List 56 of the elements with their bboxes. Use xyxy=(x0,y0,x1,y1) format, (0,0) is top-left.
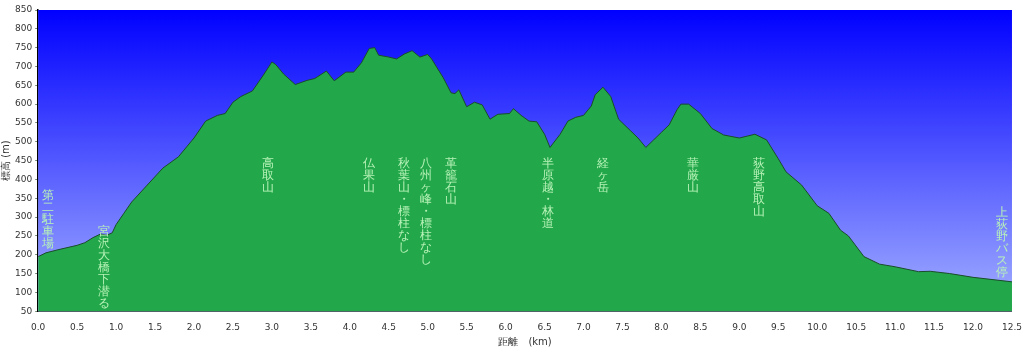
annotation: 華厳山 xyxy=(686,155,699,194)
x-tick-label: 7.0 xyxy=(576,321,591,332)
x-tick-label: 1.5 xyxy=(147,321,163,332)
x-tick-label: 12.5 xyxy=(1001,321,1022,332)
x-tick-label: 0.5 xyxy=(69,321,85,332)
x-tick-label: 6.0 xyxy=(498,321,514,332)
x-tick-label: 2.0 xyxy=(186,321,202,332)
y-tick-label: 150 xyxy=(14,267,33,278)
x-tick-label: 4.0 xyxy=(342,321,358,332)
x-tick-label: 1.0 xyxy=(108,321,124,332)
y-tick-label: 200 xyxy=(14,249,33,260)
x-tick-label: 9.5 xyxy=(771,321,786,332)
x-tick-label: 12.0 xyxy=(963,321,984,332)
x-tick-label: 6.5 xyxy=(537,321,552,332)
annotation: 半原越・林道 xyxy=(541,155,555,230)
text: 八州ヶ峰・標柱なし xyxy=(420,155,433,266)
annotation: 秋葉山・標柱なし xyxy=(398,155,411,254)
y-tick-label: 300 xyxy=(14,211,33,222)
y-tick-label: 100 xyxy=(14,286,33,297)
y-tick-label: 400 xyxy=(14,173,33,184)
x-tick-label: 8.5 xyxy=(693,321,708,332)
y-tick-label: 500 xyxy=(14,136,33,147)
x-tick-label: 11.5 xyxy=(924,321,945,332)
x-tick-label: 11.0 xyxy=(885,321,906,332)
y-tick-label: 600 xyxy=(14,98,33,109)
y-tick-label: 250 xyxy=(14,230,33,241)
y-tick-label: 550 xyxy=(14,117,33,128)
x-tick-label: 5.5 xyxy=(459,321,474,332)
x-tick-label: 3.5 xyxy=(303,321,319,332)
y-axis-title: 標高 (m) xyxy=(0,140,11,181)
x-tick-label: 2.5 xyxy=(225,321,241,332)
x-tick-label: 10.5 xyxy=(846,321,867,332)
annotation: 経ヶ岳 xyxy=(595,155,609,194)
annotation: 上荻野バス停 xyxy=(994,204,1009,279)
y-tick-label: 350 xyxy=(14,192,33,203)
x-tick-label: 4.5 xyxy=(381,321,396,332)
x-tick-label: 9.0 xyxy=(732,321,747,332)
y-tick-label: 700 xyxy=(14,60,33,71)
y-tick-label: 650 xyxy=(14,79,33,90)
x-tick-label: 7.5 xyxy=(615,321,630,332)
annotation: 革籠石山 xyxy=(445,155,458,206)
annotation: 第二駐車場 xyxy=(41,187,55,250)
x-tick-label: 5.0 xyxy=(420,321,436,332)
annotation: 仏果山 xyxy=(362,155,377,194)
y-tick-label: 50 xyxy=(20,305,33,316)
x-axis-title: 距離 (km) xyxy=(498,335,552,347)
y-tick-label: 450 xyxy=(14,154,33,165)
x-tick-label: 3.0 xyxy=(264,321,280,332)
y-tick-label: 800 xyxy=(14,23,33,34)
annotation: 荻野高取山 xyxy=(752,155,765,218)
x-tick-label: 0.0 xyxy=(31,321,46,332)
y-tick-label: 850 xyxy=(14,4,33,15)
annotation: 高取山 xyxy=(262,155,274,194)
x-tick-label: 10.0 xyxy=(807,321,828,332)
x-tick-label: 8.0 xyxy=(654,321,669,332)
y-tick-label: 750 xyxy=(14,41,33,52)
